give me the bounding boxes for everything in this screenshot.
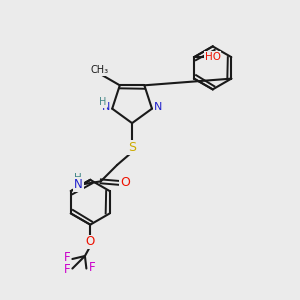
Text: S: S bbox=[128, 141, 136, 154]
Text: O: O bbox=[120, 176, 130, 189]
Text: F: F bbox=[64, 251, 70, 264]
Text: N: N bbox=[74, 178, 83, 191]
Text: CH₃: CH₃ bbox=[90, 65, 108, 75]
Text: F: F bbox=[64, 263, 70, 276]
Text: F: F bbox=[88, 261, 95, 274]
Text: H: H bbox=[99, 97, 106, 107]
Text: N: N bbox=[154, 102, 163, 112]
Text: O: O bbox=[85, 236, 94, 248]
Text: HO: HO bbox=[205, 52, 220, 62]
Text: N: N bbox=[101, 102, 110, 112]
Text: H: H bbox=[74, 173, 82, 183]
